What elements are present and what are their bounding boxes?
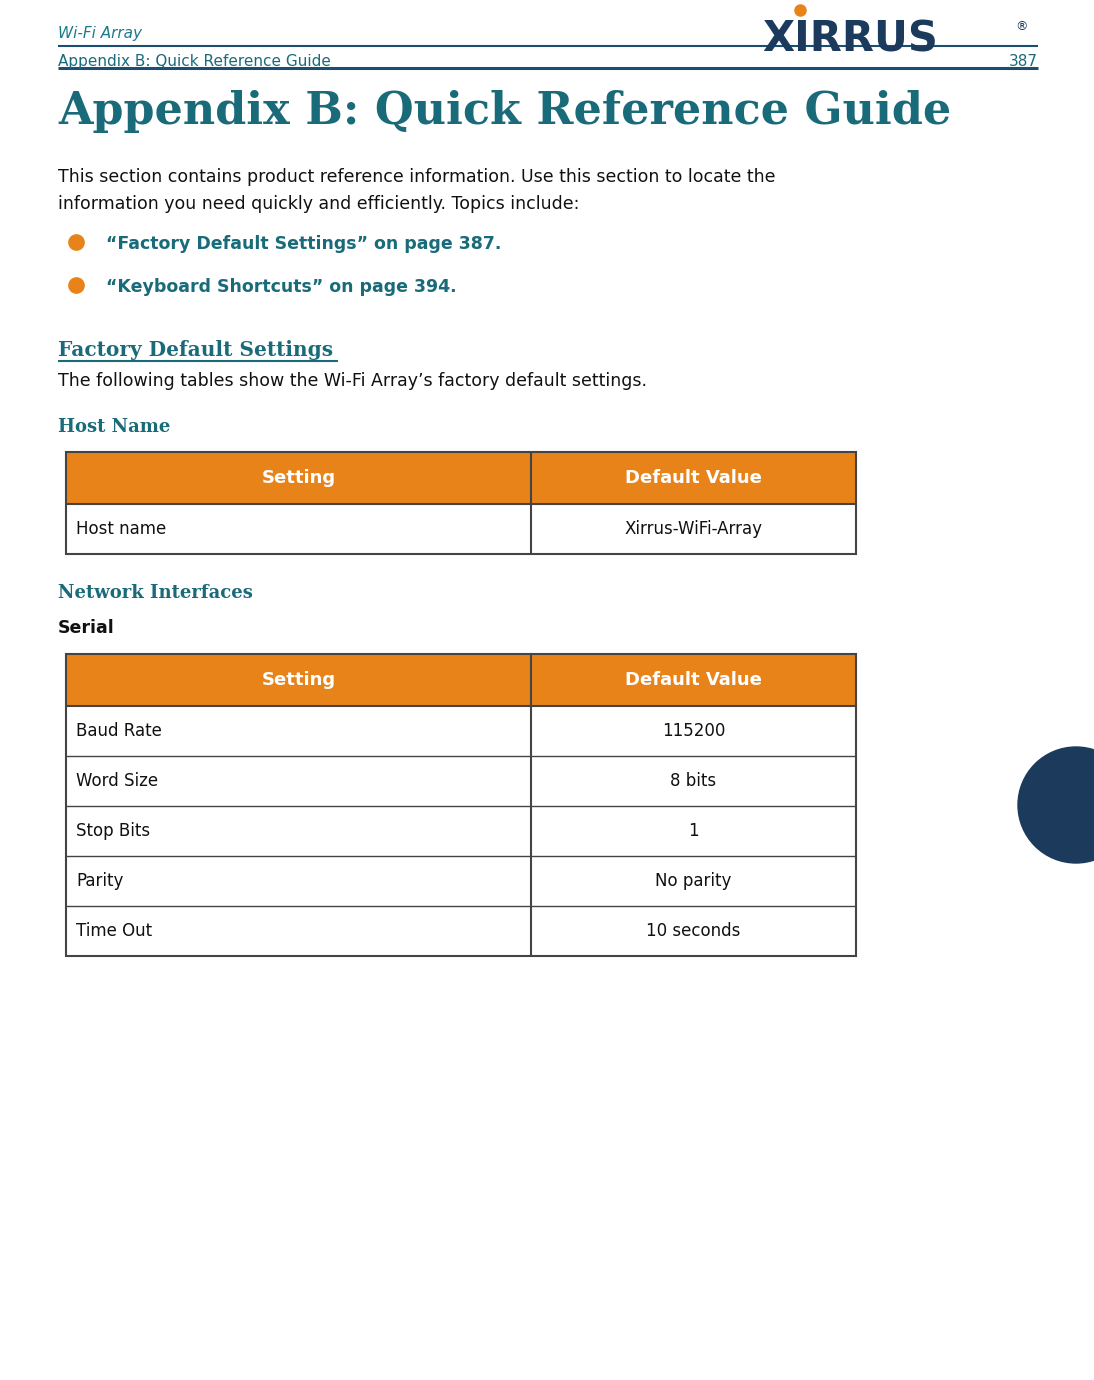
Text: 115200: 115200 <box>662 722 725 740</box>
Bar <box>531 756 856 806</box>
Text: Time Out: Time Out <box>75 922 152 940</box>
Bar <box>531 654 856 707</box>
Text: 10 seconds: 10 seconds <box>647 922 741 940</box>
Text: Network Interfaces: Network Interfaces <box>58 584 253 602</box>
Bar <box>66 707 531 756</box>
Text: The following tables show the Wi-Fi Array’s factory default settings.: The following tables show the Wi-Fi Arra… <box>58 373 647 391</box>
Bar <box>66 654 856 956</box>
Text: information you need quickly and efficiently. Topics include:: information you need quickly and efficie… <box>58 195 580 213</box>
Text: ®: ® <box>1015 19 1027 33</box>
Bar <box>66 453 531 504</box>
Bar <box>66 907 531 956</box>
Bar <box>66 806 531 856</box>
Text: Appendix B: Quick Reference Guide: Appendix B: Quick Reference Guide <box>58 54 330 69</box>
Bar <box>531 453 856 504</box>
Text: Serial: Serial <box>58 620 115 638</box>
Text: 387: 387 <box>1009 54 1038 69</box>
Text: Host name: Host name <box>75 520 166 538</box>
Bar <box>66 504 531 553</box>
Text: Host Name: Host Name <box>58 418 171 436</box>
Text: Word Size: Word Size <box>75 771 159 789</box>
Text: Stop Bits: Stop Bits <box>75 822 150 840</box>
Bar <box>531 907 856 956</box>
Text: Parity: Parity <box>75 872 124 890</box>
Text: Default Value: Default Value <box>625 671 761 689</box>
Bar <box>66 756 531 806</box>
Text: “Keyboard Shortcuts” on page 394.: “Keyboard Shortcuts” on page 394. <box>106 277 456 295</box>
Text: No parity: No parity <box>655 872 732 890</box>
Text: XIRRUS: XIRRUS <box>763 18 938 59</box>
Text: 1: 1 <box>688 822 699 840</box>
Text: Xirrus-WiFi-Array: Xirrus-WiFi-Array <box>625 520 763 538</box>
Bar <box>66 654 531 707</box>
Text: 8 bits: 8 bits <box>671 771 717 789</box>
Circle shape <box>1019 747 1094 862</box>
Text: Default Value: Default Value <box>625 469 761 487</box>
Text: Setting: Setting <box>261 671 336 689</box>
Text: Factory Default Settings: Factory Default Settings <box>58 339 334 360</box>
Text: Wi-Fi Array: Wi-Fi Array <box>58 26 142 41</box>
Bar <box>531 856 856 907</box>
Text: Appendix B: Quick Reference Guide: Appendix B: Quick Reference Guide <box>58 90 952 132</box>
Bar <box>66 856 531 907</box>
Bar <box>66 453 856 553</box>
Text: This section contains product reference information. Use this section to locate : This section contains product reference … <box>58 168 776 186</box>
Text: “Factory Default Settings” on page 387.: “Factory Default Settings” on page 387. <box>106 235 501 253</box>
Bar <box>531 707 856 756</box>
Text: Baud Rate: Baud Rate <box>75 722 162 740</box>
Bar <box>531 806 856 856</box>
Bar <box>531 504 856 553</box>
Text: Setting: Setting <box>261 469 336 487</box>
